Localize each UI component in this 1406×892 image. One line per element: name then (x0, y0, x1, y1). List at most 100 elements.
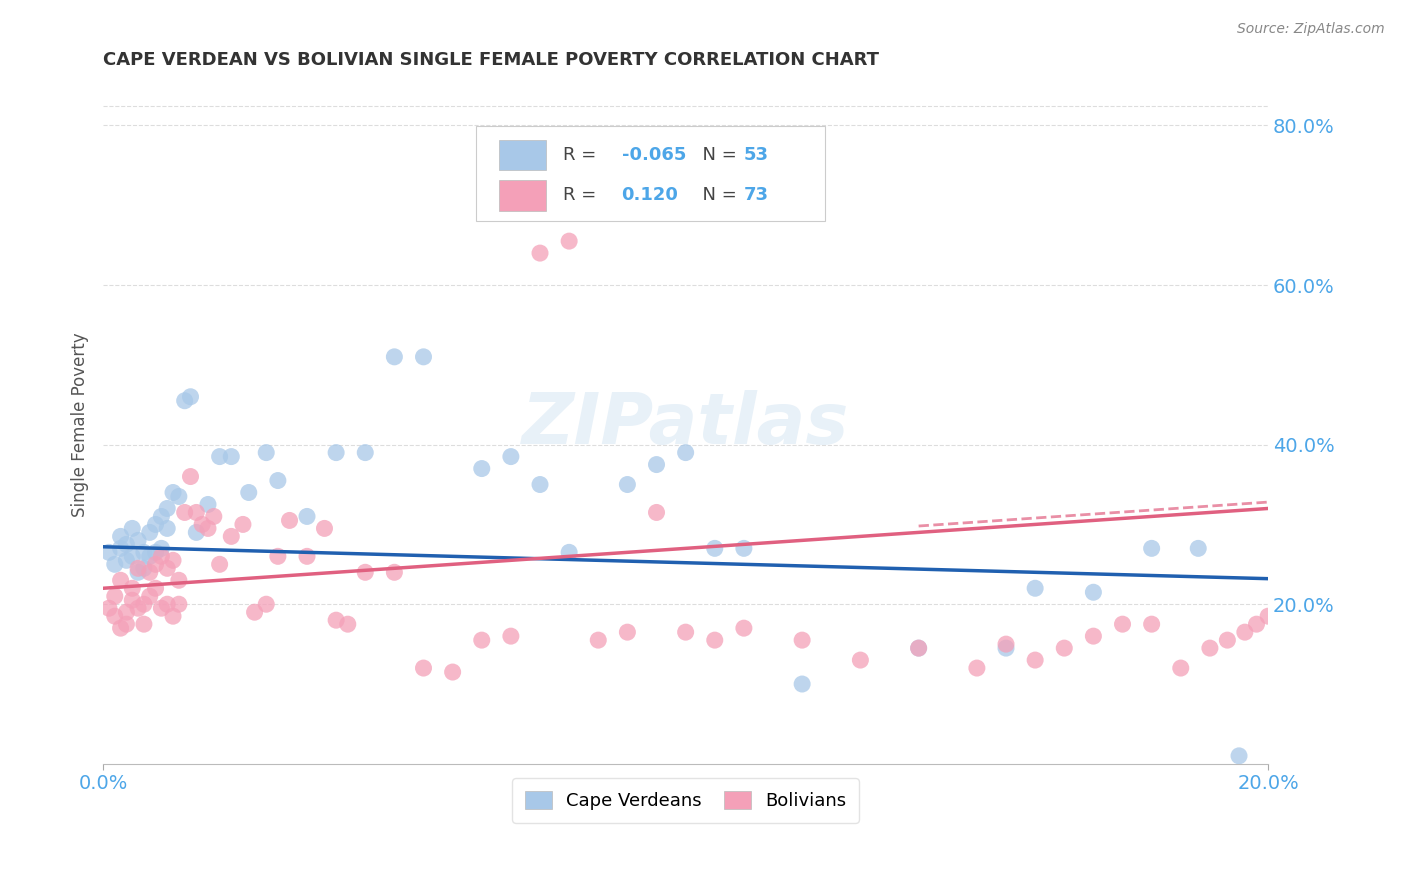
Point (179, 390, 201, 404)
Point (145, 545, 167, 559)
Point (733, 541, 755, 556)
Point (907, 641, 929, 656)
Point (645, 505, 668, 519)
Point (792, 633, 814, 648)
Point (208, 558, 231, 572)
Point (138, 589, 160, 603)
Point (1268, 597, 1291, 611)
Point (115, 617, 138, 632)
Point (156, 561, 179, 575)
Point (238, 485, 260, 500)
Point (127, 561, 149, 575)
Point (1140, 617, 1163, 632)
Point (384, 350, 406, 364)
Point (278, 513, 301, 527)
Point (1199, 641, 1222, 656)
Point (1227, 748, 1250, 763)
Point (127, 566, 149, 580)
FancyBboxPatch shape (499, 140, 546, 170)
Point (145, 581, 167, 595)
Point (1024, 581, 1046, 595)
Point (703, 541, 725, 556)
Point (254, 597, 277, 611)
Point (208, 450, 231, 464)
Point (162, 553, 184, 567)
Point (907, 641, 929, 656)
Point (1170, 661, 1192, 675)
FancyBboxPatch shape (499, 180, 546, 211)
Point (295, 549, 318, 564)
Point (121, 581, 143, 595)
Point (849, 653, 872, 667)
Point (558, 234, 581, 248)
Point (121, 593, 143, 607)
Point (110, 621, 132, 635)
Point (1257, 609, 1279, 624)
Point (267, 474, 290, 488)
Point (1246, 617, 1268, 632)
Point (104, 558, 127, 572)
Point (703, 633, 725, 648)
Text: -0.065: -0.065 (621, 145, 686, 164)
Point (132, 545, 155, 559)
Point (1187, 541, 1209, 556)
Point (1111, 617, 1133, 632)
Point (384, 566, 406, 580)
Point (354, 566, 377, 580)
Point (499, 629, 522, 643)
Point (167, 490, 190, 504)
Point (412, 350, 434, 364)
Point (336, 617, 359, 632)
Point (197, 498, 219, 512)
Point (173, 393, 195, 408)
Point (179, 469, 201, 483)
Point (145, 517, 167, 532)
Point (162, 485, 184, 500)
Point (186, 505, 208, 519)
Point (675, 445, 697, 459)
Text: CAPE VERDEAN VS BOLIVIAN SINGLE FEMALE POVERTY CORRELATION CHART: CAPE VERDEAN VS BOLIVIAN SINGLE FEMALE P… (103, 51, 879, 69)
Point (121, 521, 143, 535)
Point (110, 541, 132, 556)
Point (145, 558, 167, 572)
Point (1083, 585, 1105, 599)
Point (167, 574, 190, 588)
Point (243, 605, 266, 619)
Text: ZIPatlas: ZIPatlas (522, 390, 849, 459)
Point (1083, 629, 1105, 643)
Point (132, 617, 155, 632)
Point (127, 601, 149, 615)
Point (150, 541, 173, 556)
Point (97, 601, 120, 615)
Text: R =: R = (564, 145, 602, 164)
Point (202, 509, 225, 524)
Point (529, 246, 551, 260)
Point (150, 549, 173, 564)
Text: 73: 73 (744, 186, 769, 204)
Point (1024, 653, 1046, 667)
Text: Source: ZipAtlas.com: Source: ZipAtlas.com (1237, 22, 1385, 37)
Point (254, 445, 277, 459)
Point (314, 521, 336, 535)
Point (138, 525, 160, 540)
Point (132, 561, 155, 575)
Point (1216, 633, 1239, 648)
Point (97, 545, 120, 559)
Point (173, 505, 195, 519)
Point (110, 529, 132, 543)
Point (104, 609, 127, 624)
Point (733, 621, 755, 635)
Point (412, 661, 434, 675)
Point (588, 633, 610, 648)
Point (191, 517, 214, 532)
Point (162, 609, 184, 624)
Point (995, 641, 1018, 656)
Point (499, 450, 522, 464)
Point (219, 450, 242, 464)
Point (127, 533, 149, 548)
Point (150, 601, 173, 615)
Point (138, 566, 160, 580)
Point (110, 574, 132, 588)
FancyBboxPatch shape (477, 126, 825, 221)
Point (232, 517, 254, 532)
